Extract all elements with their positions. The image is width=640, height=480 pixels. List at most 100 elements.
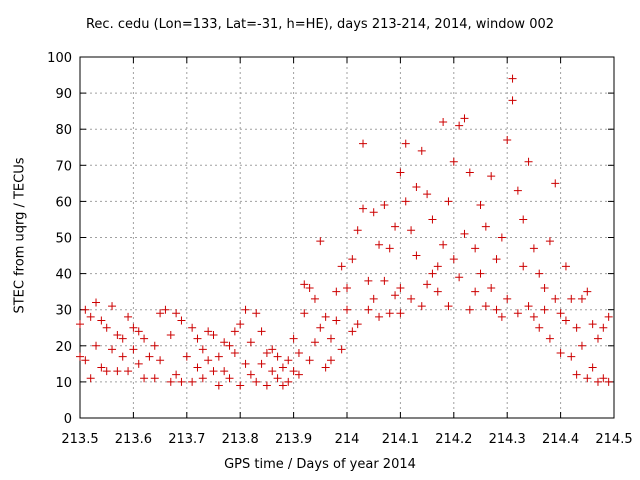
data-point [332, 287, 341, 296]
chart-title: Rec. cedu (Lon=133, Lat=-31, h=HE), days… [85, 17, 555, 32]
data-point [455, 121, 464, 130]
data-point [567, 352, 576, 361]
data-point [599, 374, 608, 383]
data-point [246, 370, 255, 379]
x-tick-label: 213.6 [115, 432, 152, 447]
data-point [556, 309, 565, 318]
x-tick-label: 213.7 [168, 432, 205, 447]
data-point [166, 330, 175, 339]
data-point [209, 330, 218, 339]
data-point [369, 208, 378, 217]
data-point [529, 244, 538, 253]
data-point [204, 327, 213, 336]
data-point [593, 377, 602, 386]
data-point [439, 117, 448, 126]
data-point [572, 323, 581, 332]
x-tick-label: 213.9 [275, 432, 312, 447]
data-point [476, 269, 485, 278]
data-point [262, 349, 271, 358]
data-point [497, 312, 506, 321]
data-point [577, 294, 586, 303]
data-point [220, 338, 229, 347]
data-point [545, 237, 554, 246]
data-point [284, 356, 293, 365]
data-point [583, 374, 592, 383]
data-point [225, 341, 234, 350]
data-point [236, 381, 245, 390]
data-point [401, 197, 410, 206]
y-axis-label: STEC from uqrg / TECUs [12, 157, 28, 314]
data-point [326, 356, 335, 365]
data-point [172, 309, 181, 318]
data-point [273, 374, 282, 383]
data-point [604, 377, 613, 386]
data-point [513, 309, 522, 318]
data-point [396, 284, 405, 293]
data-point [353, 226, 362, 235]
data-point [375, 312, 384, 321]
data-point [348, 327, 357, 336]
data-point [487, 172, 496, 181]
data-point [81, 356, 90, 365]
data-point [166, 377, 175, 386]
data-point [423, 280, 432, 289]
data-point [209, 367, 218, 376]
data-point [252, 309, 261, 318]
data-point [305, 356, 314, 365]
data-point [407, 226, 416, 235]
data-point [188, 377, 197, 386]
data-point [455, 273, 464, 282]
y-tick-label: 40 [55, 268, 72, 283]
data-point [76, 352, 84, 361]
data-point [471, 244, 480, 253]
data-point [465, 168, 474, 177]
y-tick-label: 50 [55, 232, 72, 247]
data-point [556, 349, 565, 358]
data-point [417, 302, 426, 311]
data-point [177, 377, 186, 386]
data-point [241, 359, 250, 368]
data-point [343, 284, 351, 293]
data-point [513, 186, 522, 195]
data-point [604, 312, 613, 321]
data-point [268, 345, 277, 354]
data-point [182, 352, 191, 361]
data-point [369, 294, 378, 303]
y-tick-label: 20 [55, 340, 72, 355]
x-tick-label: 214.3 [489, 432, 526, 447]
data-point [588, 320, 597, 329]
data-point [214, 352, 223, 361]
data-point [364, 276, 373, 285]
data-point [503, 294, 512, 303]
data-point [140, 374, 149, 383]
data-point [108, 302, 117, 311]
data-point [465, 305, 474, 314]
x-tick-label: 214.5 [595, 432, 632, 447]
data-point [97, 363, 106, 372]
data-point [449, 255, 458, 264]
data-point [124, 312, 133, 321]
data-point [561, 262, 570, 271]
data-point [433, 287, 442, 296]
data-point [236, 320, 245, 329]
data-point [401, 139, 410, 148]
data-point [86, 374, 95, 383]
data-point [337, 345, 346, 354]
data-point [428, 215, 437, 224]
data-point [551, 294, 560, 303]
data-point [444, 302, 453, 311]
data-point [524, 302, 533, 311]
data-point [519, 262, 528, 271]
data-point [193, 334, 202, 343]
data-point [129, 345, 138, 354]
data-point [284, 377, 293, 386]
data-point [508, 96, 517, 105]
data-point [188, 323, 197, 332]
data-point [204, 356, 213, 365]
data-point [481, 302, 490, 311]
data-point [326, 334, 335, 343]
data-point [113, 330, 122, 339]
data-point [583, 287, 592, 296]
data-point [262, 381, 271, 390]
